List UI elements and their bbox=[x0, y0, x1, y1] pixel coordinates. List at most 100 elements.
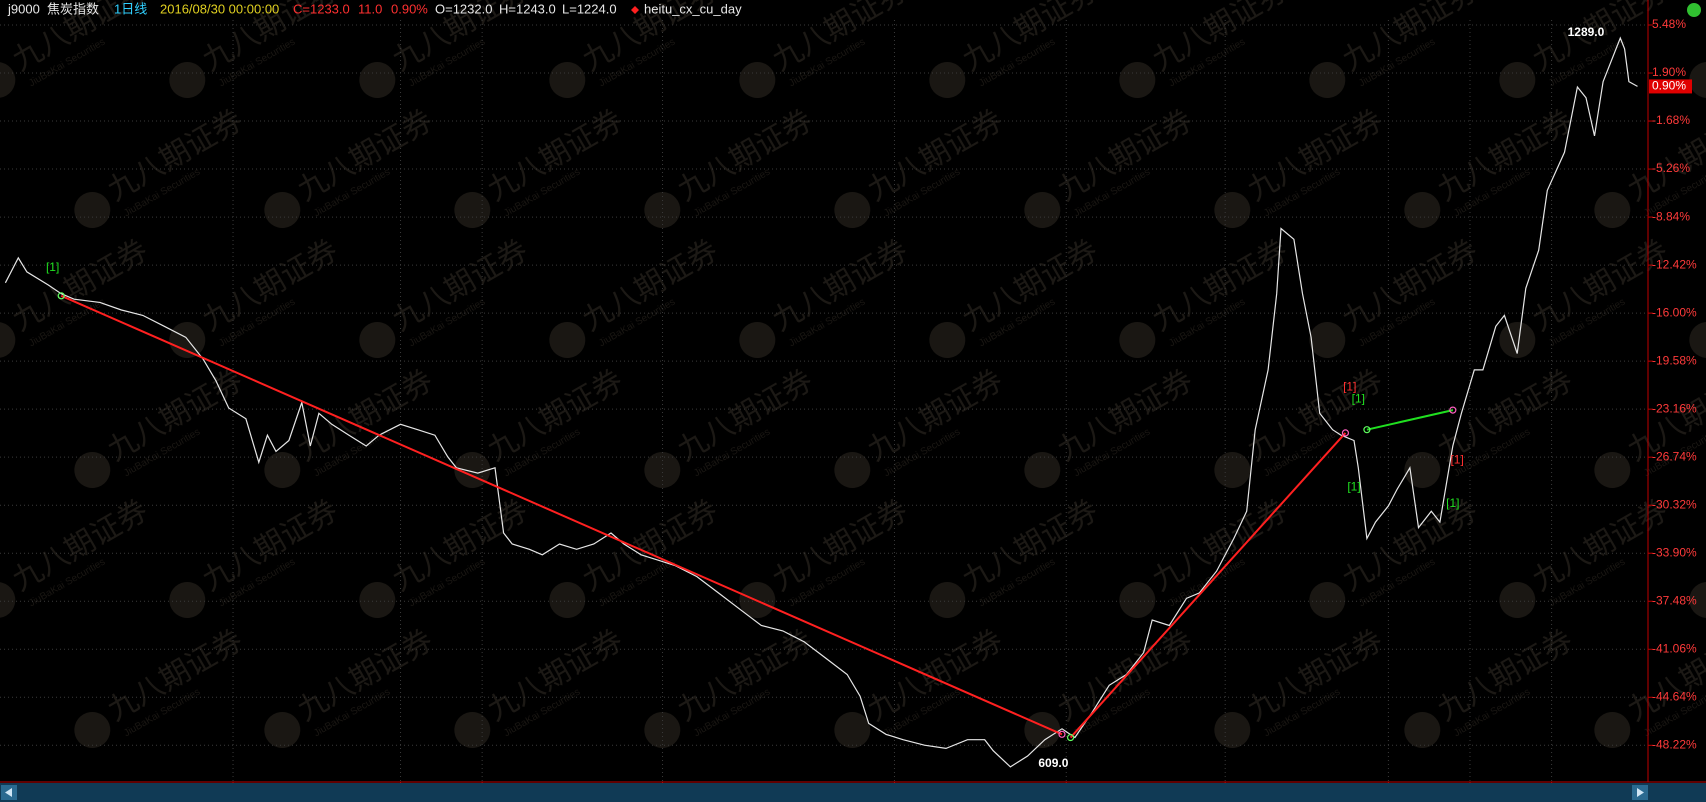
scroll-right-icon bbox=[1637, 788, 1644, 797]
y-tick-label: -44.64% bbox=[1652, 689, 1697, 703]
watermark-logo bbox=[834, 452, 871, 488]
watermark-logo bbox=[359, 322, 396, 358]
signal-line bbox=[1069, 432, 1347, 739]
last-value-box bbox=[1649, 79, 1692, 94]
period[interactable]: 1日线 bbox=[114, 1, 147, 16]
instrument-name: 焦炭指数 bbox=[47, 1, 99, 16]
signal-point bbox=[57, 292, 65, 300]
annotation: 1289.0 bbox=[1568, 25, 1605, 39]
watermark-logo bbox=[1214, 452, 1251, 488]
watermark-logo bbox=[1309, 62, 1346, 98]
watermark-logo bbox=[834, 712, 871, 748]
watermark-logo bbox=[1214, 192, 1251, 228]
annotation: [1] bbox=[1450, 452, 1463, 466]
y-tick-label: -37.48% bbox=[1652, 593, 1697, 607]
watermark-logo bbox=[834, 192, 871, 228]
watermark-logo bbox=[1404, 712, 1441, 748]
signal-point bbox=[1066, 733, 1075, 742]
change-pct: 0.90% bbox=[391, 1, 428, 16]
watermark-logo bbox=[644, 712, 681, 748]
signal-point bbox=[1058, 730, 1066, 738]
watermark-logo bbox=[1499, 62, 1536, 98]
watermark-logo bbox=[454, 192, 491, 228]
y-tick-label: -1.68% bbox=[1652, 113, 1690, 127]
y-tick-label: -16.00% bbox=[1652, 305, 1697, 319]
signal-line bbox=[1366, 409, 1454, 431]
header: j9000 焦炭指数 1日线 2016/08/30 00:00:00 C=123… bbox=[7, 1, 742, 16]
price-line bbox=[4, 36, 1638, 768]
scroll-left-icon bbox=[5, 788, 12, 797]
y-tick-label: -12.42% bbox=[1652, 257, 1697, 271]
watermark-logo bbox=[264, 452, 301, 488]
watermark-logo bbox=[454, 712, 491, 748]
y-tick-label: -26.74% bbox=[1652, 449, 1697, 463]
last-value-label: 0.90% bbox=[1652, 79, 1686, 93]
watermark-logo bbox=[1309, 582, 1346, 618]
watermark-logo bbox=[1594, 192, 1631, 228]
annotation: [1] bbox=[1347, 480, 1360, 494]
change: 11.0 bbox=[358, 1, 382, 16]
watermark-logo bbox=[0, 322, 16, 358]
watermark-logo bbox=[0, 582, 16, 618]
watermark-logo bbox=[1119, 62, 1156, 98]
watermark-logo bbox=[1594, 452, 1631, 488]
watermark-logo bbox=[549, 322, 586, 358]
status-icon[interactable] bbox=[1687, 3, 1701, 17]
high: H=1243.0 bbox=[499, 1, 556, 16]
symbol: j9000 bbox=[7, 1, 40, 16]
watermark-logo bbox=[74, 192, 111, 228]
y-tick-label: 5.48% bbox=[1652, 17, 1686, 31]
scrollbar[interactable] bbox=[0, 783, 1706, 802]
y-tick-label: 1.90% bbox=[1652, 65, 1686, 79]
datetime: 2016/08/30 00:00:00 bbox=[160, 1, 279, 16]
low: L=1224.0 bbox=[562, 1, 617, 16]
watermark-logo bbox=[1689, 322, 1706, 358]
watermark-logo bbox=[929, 582, 966, 618]
watermark-logo bbox=[0, 62, 16, 98]
y-tick-label: -41.06% bbox=[1652, 641, 1697, 655]
annotation: [1] bbox=[46, 260, 59, 274]
watermark-logo bbox=[929, 62, 966, 98]
watermark-logo bbox=[74, 452, 111, 488]
watermark-logo bbox=[1594, 712, 1631, 748]
open: O=1232.0 bbox=[435, 1, 492, 16]
annotation: [1] bbox=[1343, 379, 1356, 393]
watermark-logo bbox=[1309, 322, 1346, 358]
signal-point bbox=[1449, 406, 1457, 414]
watermark-logo bbox=[74, 712, 111, 748]
indicator-name[interactable]: heitu_cx_cu_day bbox=[644, 1, 742, 16]
watermark-logo bbox=[739, 62, 776, 98]
watermark-logo bbox=[264, 192, 301, 228]
watermark-logo bbox=[1119, 582, 1156, 618]
watermark-logo bbox=[549, 62, 586, 98]
indicator-marker bbox=[631, 6, 639, 14]
watermark-logo bbox=[1024, 192, 1061, 228]
watermark-logo bbox=[644, 192, 681, 228]
annotation: [1] bbox=[1446, 496, 1459, 510]
y-tick-label: -30.32% bbox=[1652, 497, 1697, 511]
signal-point bbox=[1363, 426, 1371, 434]
watermark-logo bbox=[549, 582, 586, 618]
watermark-logo bbox=[169, 582, 206, 618]
watermark-logo bbox=[1499, 322, 1536, 358]
watermark-logo bbox=[739, 322, 776, 358]
watermark-logo bbox=[1404, 192, 1441, 228]
y-tick-label: -19.58% bbox=[1652, 353, 1697, 367]
watermark-logo bbox=[1024, 452, 1061, 488]
watermark-logo bbox=[1214, 712, 1251, 748]
y-tick-label: -23.16% bbox=[1652, 401, 1697, 415]
close: C=1233.0 bbox=[293, 1, 350, 16]
watermark-logo bbox=[1499, 582, 1536, 618]
watermark-logo bbox=[359, 582, 396, 618]
watermark-logo bbox=[1404, 452, 1441, 488]
y-tick-label: -5.26% bbox=[1652, 161, 1690, 175]
watermark-logo bbox=[1689, 582, 1706, 618]
signal-line bbox=[60, 294, 1063, 736]
watermark-logo bbox=[1689, 62, 1706, 98]
